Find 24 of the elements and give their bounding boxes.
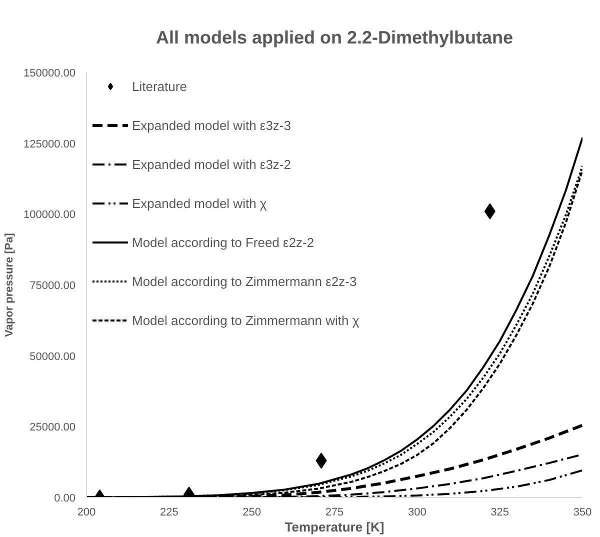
legend-label: Model according to Zimmermann ε2z-3 — [132, 274, 357, 288]
y-tick-label: 100000.00 — [24, 209, 76, 222]
x-tick-label: 200 — [77, 506, 96, 518]
legend-label: Model according to Freed ε2z-2 — [132, 234, 314, 250]
x-tick-label: 300 — [408, 506, 426, 518]
legend-label: Model according to Zimmermann with χ — [132, 312, 360, 328]
y-tick-label: 150000.00 — [24, 68, 76, 80]
chart-title: All models applied on 2.2-Dimethylbutane — [156, 28, 514, 48]
y-tick-label: 50000.00 — [30, 350, 76, 363]
x-tick-label: 350 — [573, 506, 592, 518]
y-axis-title: Vapor pressure [Pa] — [4, 232, 16, 337]
y-tick-label: 125000.00 — [24, 138, 76, 150]
x-tick-label: 325 — [490, 506, 510, 518]
x-tick-label: 250 — [242, 506, 262, 518]
x-tick-label: 225 — [160, 506, 178, 518]
y-tick-label: 75000.00 — [30, 280, 76, 292]
legend-label: Expanded model with χ — [132, 196, 267, 210]
legend-label: Literature — [132, 78, 187, 94]
legend-label: Expanded model with ε3z-2 — [132, 156, 291, 172]
x-tick-label: 275 — [325, 506, 344, 518]
legend-label: Expanded model with ε3z-3 — [132, 118, 291, 132]
y-tick-label: 25000.00 — [30, 422, 76, 434]
y-tick-label: 0.00 — [54, 492, 76, 504]
x-axis-title: Temperature [K] — [284, 520, 384, 534]
